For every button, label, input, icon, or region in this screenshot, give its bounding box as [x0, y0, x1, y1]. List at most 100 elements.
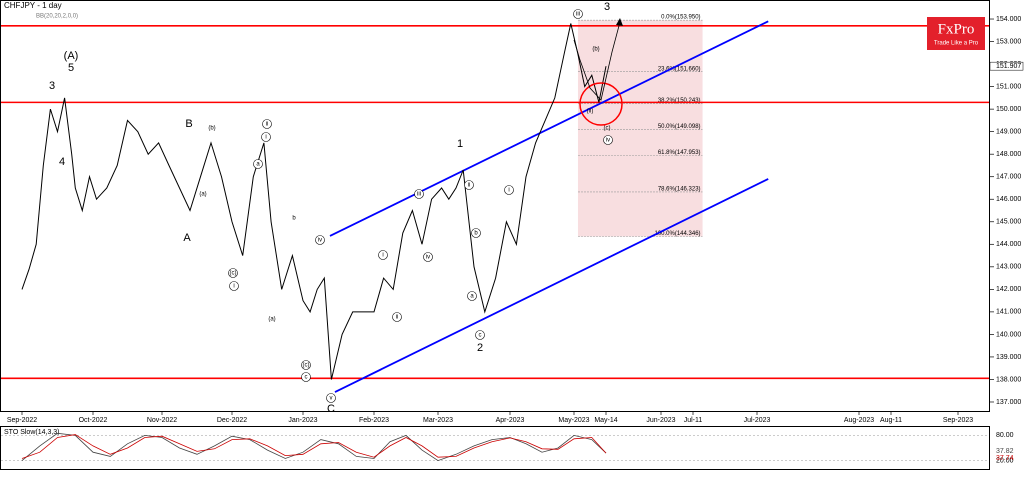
- y-tick-label: 149.000: [996, 129, 1021, 136]
- wave-label: 4: [59, 156, 65, 168]
- wave-circle: [414, 189, 424, 199]
- wave-label: (a): [268, 317, 275, 323]
- highlight-circle: [579, 82, 623, 126]
- projection-path: [573, 21, 621, 101]
- wave-label: (A): [64, 50, 79, 62]
- wave-label: iv: [606, 138, 610, 144]
- wave-label: (c): [604, 126, 611, 132]
- fib-label: 23.6%(151.660): [658, 66, 701, 72]
- x-tick-label: Oct-2022: [79, 417, 108, 424]
- wave-circle: [504, 185, 514, 195]
- sto-title: STO Slow(14,3,3): [4, 429, 60, 436]
- y-tick-label: 145.000: [996, 219, 1021, 226]
- x-tick-label: Aug-2023: [844, 417, 874, 424]
- wave-label: (c): [303, 363, 310, 369]
- x-tick-label: Aug-11: [880, 417, 902, 424]
- y-tick-label: 150.000: [996, 106, 1021, 113]
- x-tick-label: Feb-2023: [359, 417, 389, 424]
- y-tick-label: 142.000: [996, 286, 1021, 293]
- channel-line: [329, 20, 769, 237]
- logo-tagline: Trade Like a Pro: [934, 41, 979, 47]
- x-tick-label: Sep-2022: [7, 417, 37, 424]
- wave-label: i: [233, 284, 234, 290]
- wave-circle: [261, 132, 271, 142]
- y-tick-label: 138.000: [996, 376, 1021, 383]
- y-tick-label: 137.000: [996, 399, 1021, 406]
- wave-circle: [467, 291, 477, 301]
- fib-label: 38.2%(150.243): [658, 98, 701, 104]
- logo-box: [927, 17, 985, 50]
- wave-label: c: [479, 333, 482, 339]
- wave-label: a: [470, 294, 474, 300]
- projection-arrow: [616, 18, 623, 26]
- x-tick-label: Jan-2023: [288, 417, 317, 424]
- wave-circle: [301, 360, 311, 370]
- wave-circle: [573, 9, 583, 19]
- wave-label: A: [183, 232, 191, 244]
- wave-label: i: [265, 135, 266, 141]
- wave-label: c: [305, 375, 308, 381]
- fib-label: 100.0%(144.346): [655, 231, 701, 237]
- wave-label: iv: [318, 238, 322, 244]
- wave-circle: [464, 180, 474, 190]
- channel-line: [334, 178, 769, 393]
- wave-label: (b): [592, 47, 599, 53]
- x-tick-label: Jul-2023: [744, 417, 771, 424]
- sto-last-value: 37.82: [996, 448, 1014, 455]
- y-tick-label: 153.000: [996, 38, 1021, 45]
- wave-circle: [378, 250, 388, 260]
- wave-label: ii: [468, 183, 471, 189]
- sto-last-value: 37.74: [996, 455, 1014, 462]
- wave-label: v: [330, 396, 333, 402]
- price-line: [21, 432, 607, 462]
- x-tick-label: Apr-2023: [496, 417, 525, 424]
- wave-label: ii: [266, 122, 269, 128]
- wave-label: 3: [604, 1, 610, 13]
- wave-label: iii: [576, 12, 580, 18]
- wave-circle: [392, 312, 402, 322]
- wave-circle: [262, 119, 272, 129]
- current-price-label: 151.907: [996, 63, 1021, 70]
- wave-label: 2: [477, 342, 483, 354]
- y-tick-label: 140.000: [996, 331, 1021, 338]
- y-tick-label: 146.000: [996, 196, 1021, 203]
- main-frame: [0, 0, 990, 412]
- fib-label: 50.0%(149.098): [658, 124, 701, 130]
- x-tick-label: May-2023: [558, 417, 589, 424]
- wave-label: B: [185, 118, 192, 130]
- wave-label: 1: [457, 138, 463, 150]
- x-tick-label: Dec-2022: [217, 417, 247, 424]
- y-tick-label: 144.000: [996, 241, 1021, 248]
- wave-circle: [423, 252, 433, 262]
- fib-label: 61.8%(147.953): [658, 150, 701, 156]
- sto-tick-label: 80.00: [996, 432, 1014, 439]
- wave-label: (b): [208, 126, 215, 132]
- price-line: [21, 434, 607, 459]
- sto-tick-label: 20.00: [996, 457, 1014, 464]
- wave-circle: [603, 135, 613, 145]
- wave-label: (a): [199, 192, 206, 198]
- wave-circle: [315, 235, 325, 245]
- price-line: [21, 23, 607, 380]
- wave-label: ii: [396, 315, 399, 321]
- x-tick-label: Jul-11: [684, 417, 703, 424]
- wave-label: 5: [68, 62, 74, 74]
- y-tick-label: 143.000: [996, 264, 1021, 271]
- y-tick-label: 148.000: [996, 151, 1021, 158]
- current-price-box: [989, 61, 1024, 71]
- wave-label: (ii): [587, 109, 594, 115]
- plot: 0.0%(153.950) 23.6%(151.660) 38.2%(150.243…: [1, 1, 989, 415]
- wave-label: b: [292, 216, 296, 222]
- wave-label: i: [508, 188, 509, 194]
- logo-name: FxPro: [938, 21, 975, 37]
- wave-circle: [475, 330, 485, 340]
- y-tick-label: 147.000: [996, 174, 1021, 181]
- wave-circle: [229, 281, 239, 291]
- y-tick-label: 151.000: [996, 83, 1021, 90]
- chart-title: CHFJPY - 1 day: [4, 1, 62, 10]
- wave-circle: [253, 159, 263, 169]
- wave-circle: [301, 372, 311, 382]
